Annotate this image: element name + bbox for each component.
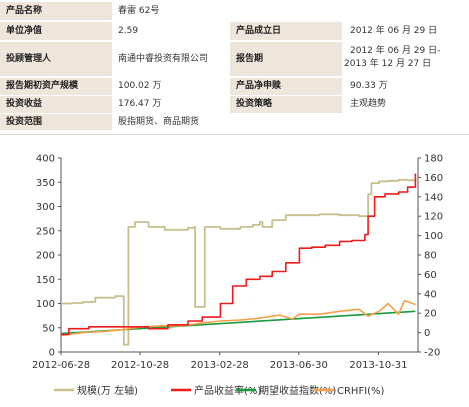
y-right-tick-label: 160: [424, 173, 443, 184]
x-tick-label: 2013-10-31: [349, 360, 407, 371]
info-label: 单位净值: [0, 22, 112, 40]
info-value: 176.47 万: [118, 99, 162, 109]
info-row: 投顾管理人 南通中睿投资有限公司 报告期 2012 年 06 月 29 日- 2013 …: [0, 42, 469, 76]
x-tick-label: 2012-10-28: [111, 360, 169, 371]
info-value: 南通中睿投资有限公司: [118, 54, 209, 64]
legend-label: 规模(万 左轴): [77, 384, 138, 397]
performance-chart: 0 50 100 150 200 250 300 350 400 -20 0 20 40 60 80 100 1…: [0, 140, 469, 407]
y-left-tick-label: 200: [36, 251, 55, 262]
info-label: 产品净申赎: [230, 78, 342, 95]
x-tick-label: 2013-06-30: [270, 360, 328, 371]
y-left-tick-label: 150: [36, 275, 55, 286]
y-left-tick-label: 50: [42, 323, 55, 334]
y-right-tick-label: 20: [424, 309, 437, 320]
x-tick-label: 2013-02-28: [191, 360, 249, 371]
info-row: 投资范围 股指期货、商品期货: [0, 114, 469, 130]
info-label: 产品名称: [0, 2, 112, 20]
info-label: 投资策略: [230, 96, 342, 113]
info-value: [342, 2, 469, 20]
info-label: 报告期初资产规模: [0, 78, 112, 95]
y-right-tick-label: 80: [424, 251, 437, 262]
info-label: [230, 2, 342, 20]
info-label: 投资收益: [0, 96, 112, 113]
chart-legend: 规模(万 左轴) 产品收益率(%)期望收益指数(%) CRHFI(%): [54, 384, 385, 397]
y-right-tick-label: 140: [424, 192, 443, 203]
legend-label: 期望收益指数(%): [259, 384, 336, 397]
info-row: 投资收益 176.47 万 投资策略 主观趋势: [0, 96, 469, 113]
y-right-tick-label: 0: [424, 328, 430, 339]
info-label: 产品成立日: [230, 22, 342, 40]
info-value-line: 2013 年 12 月 27 日: [344, 59, 432, 69]
info-value: 90.33 万: [350, 81, 388, 91]
y-left-tick-label: 400: [36, 154, 55, 165]
info-row: 单位净值 2.59 产品成立日 2012 年 06 月 29 日: [0, 22, 469, 40]
info-label: 投顾管理人: [0, 42, 112, 76]
y-right-tick-label: 120: [424, 212, 443, 223]
table-divider: [0, 134, 469, 135]
series-line: [61, 178, 417, 346]
info-value-line: 2012 年 06 月 29 日-: [350, 46, 441, 56]
y-right-tick-label: 180: [424, 154, 443, 165]
y-left-tick-label: 100: [36, 299, 55, 310]
y-right-tick-label: 60: [424, 270, 437, 281]
legend-label: 产品收益率(%): [194, 384, 261, 397]
info-value: 2.59: [118, 26, 139, 36]
info-label: 报告期: [230, 42, 342, 76]
info-row: 报告期初资产规模 100.02 万 产品净申赎 90.33 万: [0, 78, 469, 95]
y-right-tick-label: 100: [424, 231, 443, 242]
info-label: 投资范围: [0, 114, 112, 130]
chart-axes: 0 50 100 150 200 250 300 350 400 -20 0 20 40 60 80 100 1…: [32, 154, 443, 372]
legend-label: CRHFI(%): [337, 386, 385, 397]
info-value: 春雷 62号: [118, 6, 160, 16]
info-label: [230, 114, 342, 130]
series-line: [61, 173, 417, 336]
info-value: 2012 年 06 月 29 日- 2013 年 12 月 27 日: [342, 42, 469, 76]
chart-series: [60, 173, 417, 346]
y-right-tick-label: 40: [424, 289, 437, 300]
info-value: 100.02 万: [118, 81, 162, 91]
x-tick-label: 2012-06-28: [32, 360, 90, 371]
info-value: 主观趋势: [350, 99, 387, 109]
series-line: [60, 299, 416, 337]
info-row: 产品名称 春雷 62号: [0, 2, 469, 20]
y-left-tick-label: 350: [36, 178, 55, 189]
chart-background: [0, 140, 469, 407]
y-right-tick-label: -20: [424, 348, 440, 359]
info-value: 股指期货、商品期货: [118, 117, 200, 127]
y-left-tick-label: 300: [36, 202, 55, 213]
y-left-tick-label: 250: [36, 226, 55, 237]
product-info-table: 产品名称 春雷 62号 单位净值 2.59 产品成立日 2012 年 06 月 29 日投…: [0, 0, 469, 135]
info-value: 2012 年 06 月 29 日: [350, 26, 438, 36]
y-left-tick-label: 0: [49, 348, 55, 359]
info-value: [342, 114, 469, 130]
